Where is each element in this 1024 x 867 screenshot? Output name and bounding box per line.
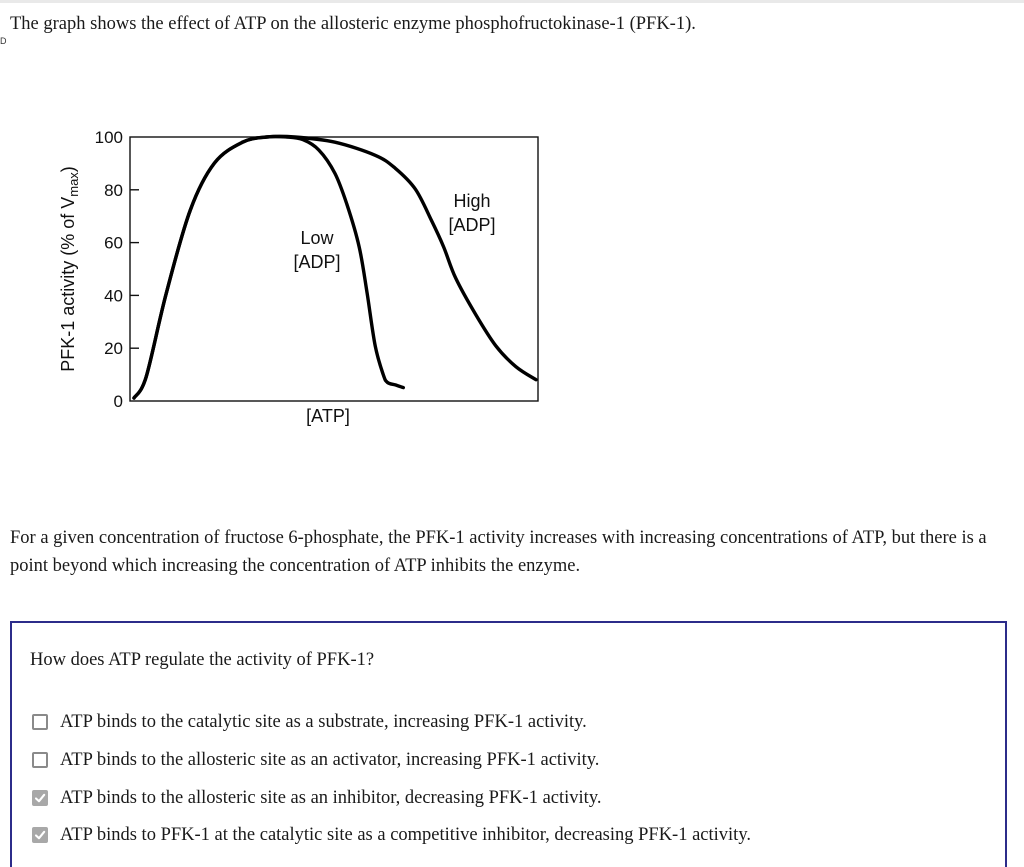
series-low-adp-label-line1: Low [300, 228, 334, 248]
top-divider [0, 0, 1024, 3]
x-axis-label: [ATP] [306, 406, 350, 426]
y-tick-label: 60 [104, 234, 123, 253]
answer-checkbox-4[interactable] [32, 827, 48, 843]
intro-text: The graph shows the effect of ATP on the… [10, 14, 696, 34]
answer-checkbox-3[interactable] [32, 790, 48, 806]
y-tick-label: 0 [114, 392, 123, 411]
answer-label-2: ATP binds to the allosteric site as an a… [60, 750, 600, 770]
question-text: How does ATP regulate the activity of PF… [30, 650, 375, 670]
answer-option-1[interactable]: ATP binds to the catalytic site as a sub… [32, 710, 587, 734]
edge-marker: D [0, 36, 7, 46]
answer-option-4[interactable]: ATP binds to PFK-1 at the catalytic site… [32, 823, 751, 847]
series-high-adp-label-line2: [ADP] [448, 215, 495, 235]
answer-option-2[interactable]: ATP binds to the allosteric site as an a… [32, 748, 599, 772]
checkmark-icon [34, 830, 46, 840]
series-low-adp-label-line2: [ADP] [293, 252, 340, 272]
answer-checkbox-2[interactable] [32, 752, 48, 768]
y-axis-label: PFK-1 activity (% of Vmax) [58, 166, 81, 372]
y-tick-label: 20 [104, 339, 123, 358]
answer-label-3: ATP binds to the allosteric site as an i… [60, 788, 602, 808]
y-tick-label: 100 [95, 128, 123, 147]
question-panel: How does ATP regulate the activity of PF… [10, 621, 1007, 867]
description-text: For a given concentration of fructose 6-… [10, 528, 987, 576]
y-axis-label-subscript: max [66, 172, 81, 197]
answer-label-1: ATP binds to the catalytic site as a sub… [60, 712, 587, 732]
answer-option-3[interactable]: ATP binds to the allosteric site as an i… [32, 786, 602, 810]
answer-checkbox-1[interactable] [32, 714, 48, 730]
checkmark-icon [34, 793, 46, 803]
answer-label-4: ATP binds to PFK-1 at the catalytic site… [60, 825, 751, 845]
y-axis-label-end: ) [58, 166, 78, 172]
series-high-adp-line [132, 134, 538, 400]
y-tick-label: 80 [104, 181, 123, 200]
y-tick-label: 40 [104, 286, 123, 305]
plot-frame [129, 136, 539, 402]
series-high-adp-label-line1: High [453, 191, 490, 211]
pfk1-activity-chart: 0 20 40 60 80 100 Low [ADP] High [ADP] [ATP] … [50, 120, 560, 440]
y-axis-label-main: PFK-1 activity (% of V [58, 197, 78, 372]
